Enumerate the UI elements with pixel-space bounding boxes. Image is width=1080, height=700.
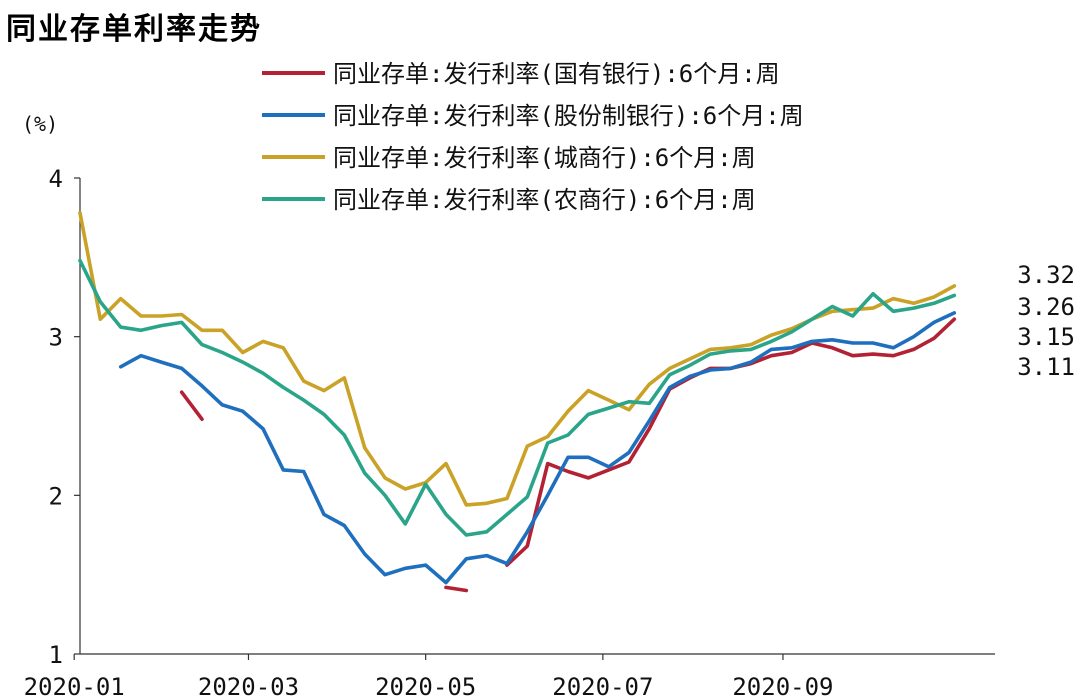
series-line-4 [78, 258, 957, 537]
y-tick-label: 1 [49, 641, 63, 669]
end-labels: 3.32 3.263.153.11 [1017, 261, 1075, 381]
end-value-label: 3.32 [1017, 261, 1075, 289]
series-line-1 [179, 317, 957, 593]
axes: (%) 1 2 3 4 2020-01 2020-03 2020-05 2020-07 2020-… [22, 112, 995, 700]
legend-label-3: 同业存单:发行利率(城商行):6个月:周 [333, 144, 756, 172]
series-line-2 [118, 311, 957, 585]
page-title: 同业存单利率走势 [6, 12, 262, 47]
end-value-label: 3.11 [1017, 353, 1075, 381]
end-value-label: 3.15 [1017, 323, 1075, 351]
y-tick-label: 2 [49, 482, 63, 510]
x-tick-label: 2020-09 [732, 673, 833, 700]
legend-label-1: 同业存单:发行利率(国有银行):6个月:周 [333, 60, 780, 88]
legend-label-2: 同业存单:发行利率(股份制银行):6个月:周 [333, 102, 804, 130]
x-tick-label: 2020-07 [552, 673, 653, 700]
x-tick-label: 2020-05 [375, 673, 476, 700]
y-tick-label: 4 [49, 165, 63, 193]
series-line-3 [78, 211, 957, 507]
y-tick-label: 3 [49, 324, 63, 352]
x-tick-label: 2020-01 [24, 673, 125, 700]
legend-label-4: 同业存单:发行利率(农商行):6个月:周 [333, 186, 756, 214]
end-value-label: 3.26 [1017, 293, 1075, 321]
x-tick-label: 2020-03 [198, 673, 299, 700]
series-lines [78, 211, 957, 593]
y-axis-unit-label: (%) [22, 112, 58, 136]
legend: 同业存单:发行利率(国有银行):6个月:周同业存单:发行利率(股份制银行):6个… [262, 60, 804, 214]
